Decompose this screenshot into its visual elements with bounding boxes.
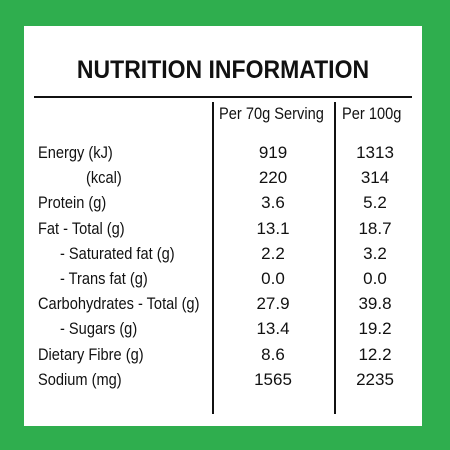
column-divider (334, 102, 336, 414)
row-label: Carbohydrates - Total (g) (38, 294, 200, 314)
row-label: - Sugars (g) (60, 319, 138, 339)
serving-value: 2.2 (261, 243, 285, 263)
title: NUTRITION INFORMATION (76, 56, 370, 84)
per-100g-value: 3.2 (363, 243, 387, 263)
per-100g-value: 12.2 (358, 344, 392, 364)
row-label: Dietary Fibre (g) (38, 344, 144, 364)
row-label: Energy (kJ) (38, 143, 113, 162)
rule (34, 96, 412, 98)
per-100g-value: 18.7 (358, 218, 392, 238)
per-100g-value: 2235 (356, 369, 394, 389)
per-100g-value: 19.2 (358, 319, 392, 339)
row-label: (kcal) (86, 168, 122, 188)
per-100g-value: 39.8 (358, 294, 392, 314)
row-label: Sodium (mg) (38, 369, 122, 389)
column-header: Per 100g (342, 104, 402, 123)
row-label: Fat - Total (g) (38, 218, 125, 238)
serving-value: 220 (258, 168, 288, 188)
serving-value: 919 (258, 143, 288, 162)
per-100g-value: 5.2 (363, 193, 387, 213)
serving-value: 27.9 (256, 294, 290, 314)
serving-value: 1565 (254, 369, 292, 389)
column-header: Per 70g Serving (219, 104, 324, 123)
panel: NUTRITION INFORMATION Per 70g Serving Pe… (24, 26, 422, 426)
serving-value: 3.6 (261, 193, 285, 213)
per-100g-value: 314 (360, 168, 390, 188)
column-divider (212, 102, 214, 414)
row-label: Protein (g) (38, 193, 107, 213)
serving-value: 0.0 (261, 269, 285, 288)
row-label: - Saturated fat (g) (60, 243, 175, 263)
serving-value: 13.1 (256, 218, 290, 238)
per-100g-value: 0.0 (363, 269, 387, 288)
serving-value: 8.6 (261, 344, 285, 364)
serving-value: 13.4 (256, 319, 290, 339)
per-100g-value: 1313 (356, 143, 394, 162)
row-label: - Trans fat (g) (60, 269, 148, 288)
